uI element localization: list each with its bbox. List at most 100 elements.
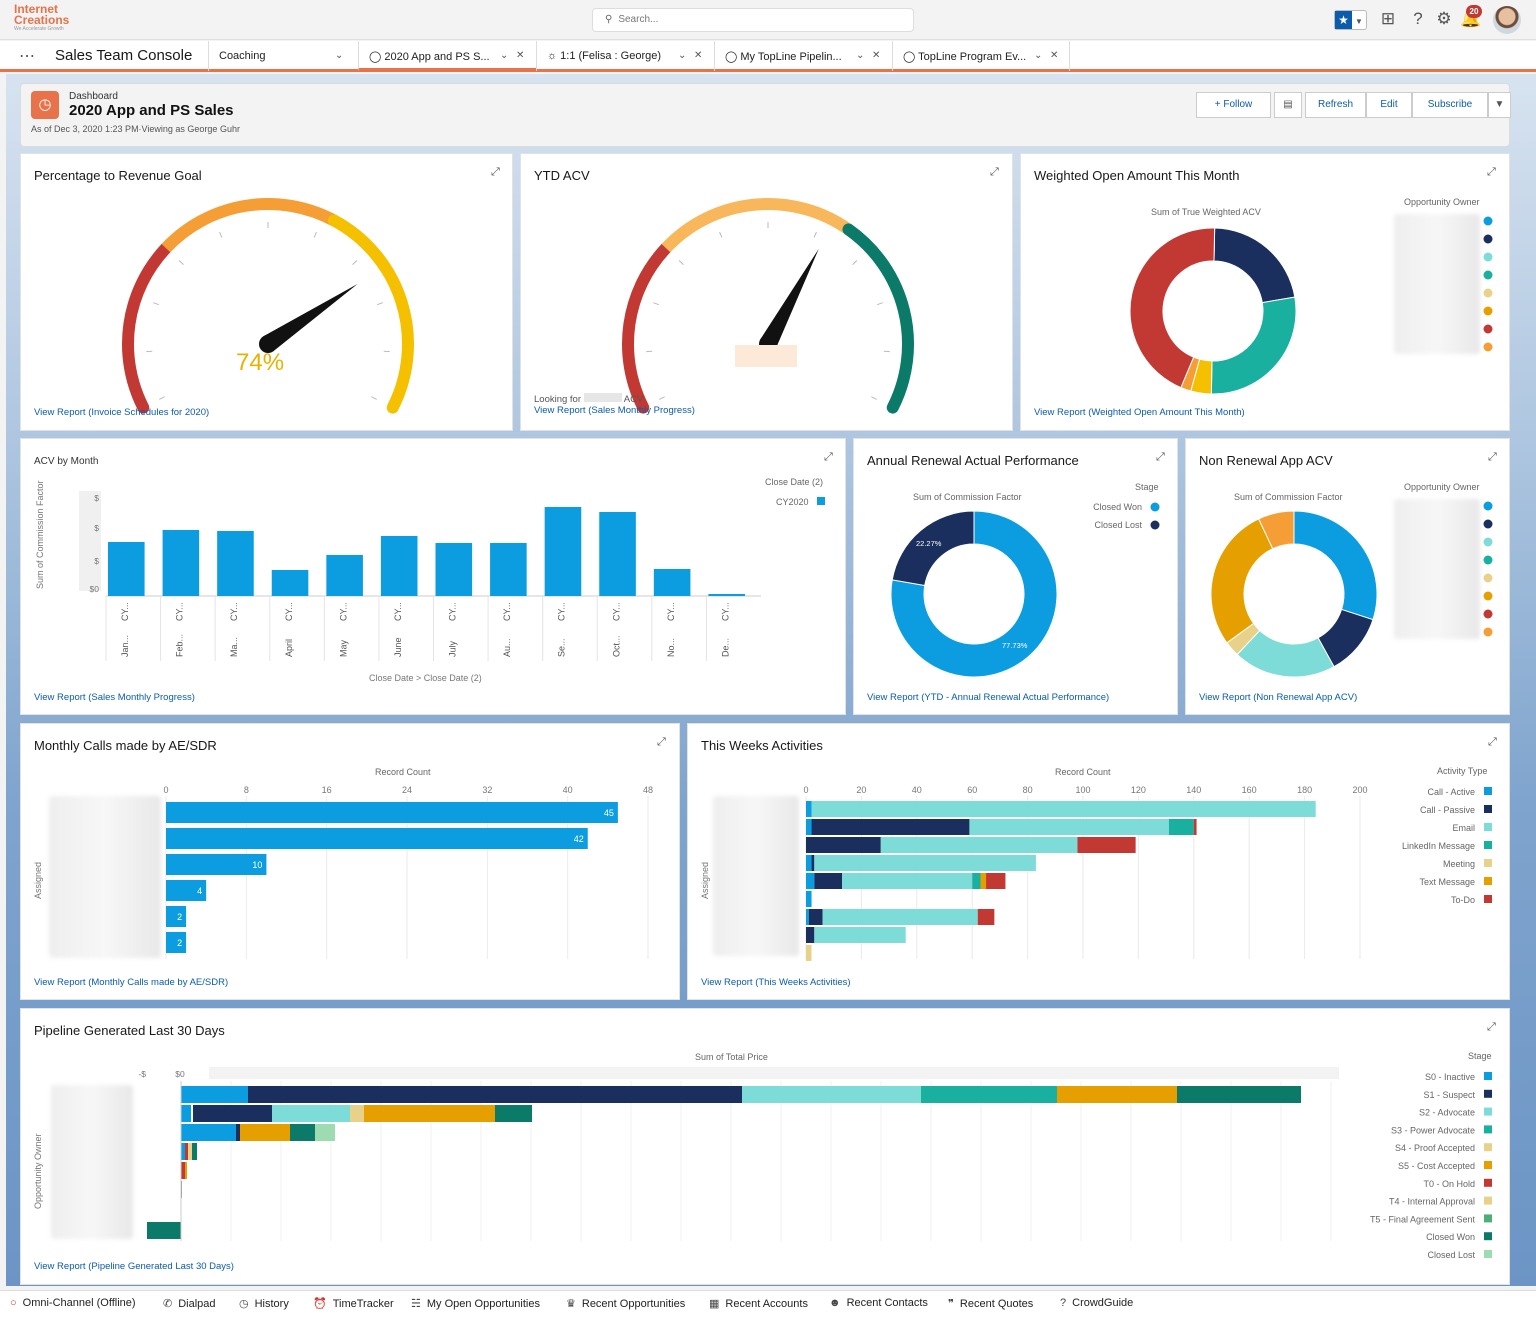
- card-title: Monthly Calls made by AE/SDR: [34, 738, 217, 753]
- tab-2020-app-ps-sales[interactable]: ◯ 2020 App and PS S... ⌄ ✕: [358, 41, 536, 71]
- chevron-down-icon[interactable]: ⌄: [856, 50, 865, 61]
- view-report-link[interactable]: View Report (Pipeline Generated Last 30 …: [34, 1261, 234, 1272]
- utility-label: Dialpad: [178, 1298, 216, 1310]
- edit-button[interactable]: Edit: [1366, 92, 1412, 118]
- view-report-link[interactable]: View Report (Invoice Schedules for 2020): [34, 407, 210, 418]
- bar-segment: [1168, 819, 1194, 835]
- gauge-needle-hub: [259, 335, 277, 353]
- bar: [435, 543, 473, 596]
- tab-coaching[interactable]: Coaching ⌄: [208, 41, 358, 71]
- utility-recent-accounts[interactable]: ▦ Recent Accounts: [709, 1297, 808, 1310]
- bar-segment: [193, 1105, 272, 1122]
- view-report-link[interactable]: View Report (Sales Monthly Progress): [34, 692, 195, 703]
- expand-icon[interactable]: ⤢: [1156, 451, 1165, 463]
- tab-label: 1:1 (Felisa : George): [560, 50, 662, 62]
- help-icon[interactable]: ?: [1413, 9, 1423, 28]
- view-report-link[interactable]: View Report (Monthly Calls made by AE/SD…: [34, 977, 229, 988]
- add-icon[interactable]: ⊞: [1380, 9, 1396, 28]
- chat-button[interactable]: ▤: [1274, 92, 1302, 118]
- refresh-button[interactable]: Refresh: [1305, 92, 1366, 118]
- utility-label: Recent Accounts: [725, 1298, 808, 1310]
- more-actions-button[interactable]: ▼: [1488, 92, 1511, 118]
- view-report-link[interactable]: View Report (Non Renewal App ACV): [1199, 692, 1358, 703]
- x-tick-label: 0: [163, 785, 168, 795]
- favorites-button[interactable]: ★ ▼: [1334, 10, 1367, 30]
- chevron-down-icon[interactable]: ⌄: [500, 50, 509, 61]
- bar-segment: [188, 1143, 192, 1160]
- assignee-names-redacted: [49, 796, 161, 958]
- legend-swatch: [1483, 573, 1493, 583]
- bar-segment: [236, 1124, 240, 1141]
- x-tick-label: 100: [1075, 785, 1090, 795]
- user-avatar[interactable]: [1493, 6, 1521, 34]
- subscribe-button[interactable]: Subscribe: [1412, 92, 1488, 118]
- measure-label: Sum of Commission Factor: [913, 492, 1022, 502]
- x-tick-label: Oct...: [611, 635, 621, 657]
- bar: [217, 531, 254, 596]
- view-report-link[interactable]: View Report (YTD - Annual Renewal Actual…: [867, 692, 1110, 703]
- global-search-input[interactable]: ⚲ Search...: [592, 8, 914, 32]
- tab-one-on-one[interactable]: ☼ 1:1 (Felisa : George) ⌄ ✕: [536, 41, 714, 71]
- company-logo[interactable]: Internet Creations We Accelerate Growth: [14, 3, 86, 34]
- close-icon[interactable]: ✕: [872, 50, 881, 61]
- utility-omni-channel[interactable]: ○ Omni-Channel (Offline): [10, 1297, 136, 1309]
- legend-label: T5 - Final Agreement Sent: [1370, 1214, 1476, 1224]
- x-tick-group-label: CY...: [229, 602, 239, 621]
- utility-recent-opportunities[interactable]: ♛ Recent Opportunities: [566, 1297, 685, 1310]
- legend-label: S4 - Proof Accepted: [1395, 1143, 1475, 1153]
- utility-history[interactable]: ◷ History: [239, 1297, 289, 1310]
- expand-icon[interactable]: ⤢: [1488, 736, 1497, 748]
- close-icon[interactable]: ✕: [694, 50, 703, 61]
- tab-topline-program[interactable]: ◯ TopLine Program Ev... ⌄ ✕: [892, 41, 1070, 71]
- expand-icon[interactable]: ⤢: [657, 736, 666, 748]
- x-tick-label: July: [448, 640, 458, 657]
- x-tick-label: 16: [322, 785, 332, 795]
- utility-dialpad[interactable]: ✆ Dialpad: [163, 1297, 216, 1310]
- x-tick-label: 0: [803, 785, 808, 795]
- legend-swatch: [1484, 859, 1492, 867]
- expand-icon[interactable]: ⤢: [990, 166, 999, 178]
- utility-recent-quotes[interactable]: ❞ Recent Quotes: [948, 1297, 1033, 1310]
- legend-swatch: [1150, 502, 1160, 512]
- view-report-link[interactable]: View Report (Weighted Open Amount This M…: [1034, 407, 1245, 418]
- app-launcher-icon[interactable]: ⋯: [19, 48, 35, 65]
- legend-label: CY2020: [776, 497, 809, 507]
- legend-label: Email: [1452, 823, 1475, 833]
- card-title: Percentage to Revenue Goal: [34, 168, 202, 183]
- utility-timetracker[interactable]: ⏰ TimeTracker: [313, 1297, 394, 1310]
- gear-icon[interactable]: ⚙: [1436, 9, 1452, 28]
- utility-recent-contacts[interactable]: ☻ Recent Contacts: [829, 1297, 928, 1309]
- bar: [708, 594, 745, 596]
- bar-segment: [1057, 1086, 1177, 1103]
- chevron-down-icon[interactable]: ⌄: [678, 50, 687, 61]
- legend-swatch: [1483, 288, 1493, 298]
- x-tick-group-label: CY...: [284, 602, 294, 621]
- utility-my-open-opportunities[interactable]: ☵ My Open Opportunities: [411, 1297, 540, 1310]
- chat-icon: ▤: [1283, 99, 1293, 110]
- expand-icon[interactable]: ⤢: [491, 166, 500, 178]
- chevron-down-icon[interactable]: ⌄: [1034, 50, 1043, 61]
- record-type: Dashboard: [69, 91, 118, 102]
- view-report-link[interactable]: View Report (This Weeks Activities): [701, 977, 851, 988]
- follow-button[interactable]: + Follow: [1196, 92, 1271, 118]
- view-report-link[interactable]: View Report (Sales Monthly Progress): [534, 405, 695, 416]
- data-label: 22.27%: [916, 539, 942, 548]
- utility-label: My Open Opportunities: [426, 1298, 540, 1310]
- gauge-tick: [376, 302, 383, 306]
- console-nav-bar: [0, 41, 1536, 72]
- close-icon[interactable]: ✕: [516, 50, 525, 61]
- tab-topline-pipeline[interactable]: ◯ My TopLine Pipelin... ⌄ ✕: [714, 41, 892, 71]
- expand-icon[interactable]: ⤢: [1487, 166, 1496, 178]
- expand-icon[interactable]: ⤢: [824, 451, 833, 463]
- expand-icon[interactable]: ⤢: [1488, 451, 1497, 463]
- utility-crowdguide[interactable]: ? CrowdGuide: [1060, 1297, 1133, 1309]
- legend-swatch: [1484, 1089, 1492, 1098]
- legend-swatch: [1484, 805, 1492, 813]
- gauge-band: [122, 242, 172, 414]
- expand-icon[interactable]: ⤢: [1487, 1021, 1496, 1033]
- chevron-down-icon[interactable]: ⌄: [335, 50, 344, 61]
- close-icon[interactable]: ✕: [1050, 50, 1059, 61]
- card-title: YTD ACV: [534, 168, 590, 183]
- acv-label: ACV: [623, 394, 644, 405]
- x-tick-label: 8: [244, 785, 249, 795]
